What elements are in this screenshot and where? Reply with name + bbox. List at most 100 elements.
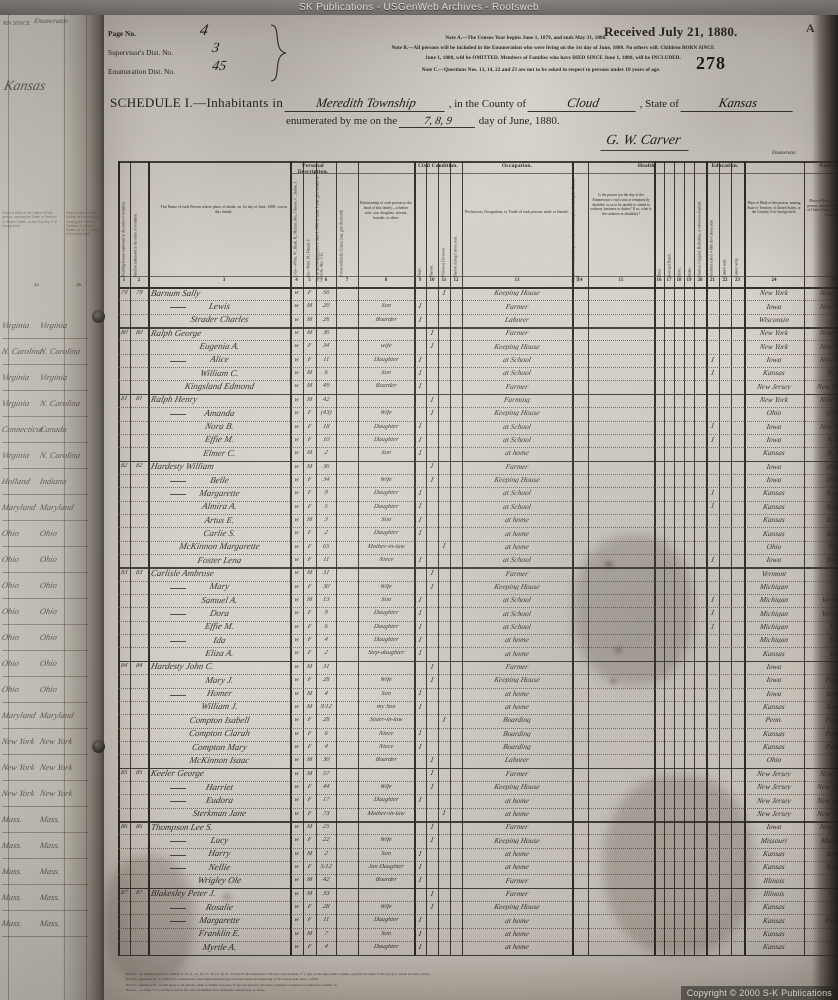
- column-number: 16: [656, 277, 662, 283]
- scan-right-gutter: [812, 15, 838, 1000]
- civil-condition-tick: 1: [429, 327, 435, 337]
- table-cell: Michigan: [758, 582, 790, 591]
- table-cell: Kansas: [762, 502, 786, 511]
- table-cell: Daughter: [373, 356, 400, 363]
- column-caption: The Name of each Person whose place of a…: [160, 205, 288, 215]
- civil-condition-tick: 1: [417, 648, 423, 658]
- bleed-entry-father-birthplace: Maryland: [0, 502, 37, 512]
- table-cell: Farmer: [504, 876, 530, 884]
- ditto-dash: [170, 868, 186, 870]
- table-cell: New Jersey: [756, 783, 792, 791]
- civil-condition-tick: 1: [441, 715, 447, 724]
- civil-condition-tick: 1: [417, 621, 423, 631]
- bleed-entry-mother-birthplace: Ohio: [38, 580, 59, 590]
- column-caption: Is the person (on the day of the Enumera…: [590, 193, 652, 217]
- civil-condition-tick: 1: [417, 688, 423, 698]
- civil-condition-tick: 1: [417, 381, 423, 391]
- table-cell: 10: [322, 436, 331, 443]
- table-cell: Wife: [379, 476, 393, 483]
- column-caption-vertical: Maimed, Crippled, Bedridden, or otherwis…: [697, 200, 702, 278]
- bleed-entry-mother-birthplace: N. Carolina: [38, 450, 82, 460]
- bleed-entry-mother-birthplace: N. Carolina: [38, 346, 82, 356]
- table-cell: Iowa: [765, 462, 783, 471]
- column-number: 17: [666, 277, 672, 283]
- civil-condition-tick: 1: [417, 501, 423, 511]
- table-cell: at home: [504, 516, 530, 524]
- civil-condition-tick: 1: [441, 541, 447, 551]
- civil-condition-tick: 1: [417, 941, 423, 951]
- civil-condition-tick: 1: [429, 781, 435, 791]
- table-cell: at School: [502, 502, 532, 511]
- table-cell: Farmer: [504, 769, 530, 778]
- bleed-entry-father-birthplace: New York: [0, 736, 36, 746]
- column-number: 4: [295, 277, 298, 283]
- civil-condition-tick: 1: [417, 634, 423, 644]
- bleed-entry-mother-birthplace: Mass.: [38, 892, 62, 902]
- bleed-entry-father-birthplace: Connecticut: [0, 424, 45, 434]
- person-name: Effie M.: [204, 622, 236, 632]
- civil-condition-tick: 1: [429, 474, 435, 484]
- table-cell: 57: [322, 770, 331, 777]
- civil-condition-tick: 1: [429, 901, 435, 911]
- bleed-entry-mother-birthplace: New York: [38, 788, 74, 798]
- column-number: 13: [514, 277, 520, 283]
- table-cell: 6: [323, 370, 329, 377]
- bleed-entry-father-birthplace: Ohio: [0, 658, 21, 668]
- table-cell: Iowa: [765, 422, 783, 431]
- ditto-dash: [170, 908, 186, 910]
- bleed-entry-father-birthplace: New York: [0, 762, 36, 772]
- table-cell: Boarding: [502, 716, 532, 724]
- table-cell: Niece: [378, 730, 395, 737]
- table-cell: Wisconsin: [758, 315, 790, 324]
- table-cell: 22: [322, 837, 331, 844]
- column-group-heading: Occupation.: [501, 163, 533, 169]
- table-cell: Daughter: [373, 637, 400, 644]
- bleed-col26-num: 26: [76, 283, 81, 288]
- table-cell: Kansas: [762, 529, 786, 537]
- bleed-entry-father-birthplace: N. Carolina: [0, 346, 44, 356]
- bleed-entry-mother-birthplace: Indiana: [38, 476, 68, 486]
- table-cell: Boarder: [374, 316, 398, 323]
- column-caption-vertical: Blind.: [657, 268, 662, 278]
- table-cell: Keeping House: [493, 903, 541, 911]
- table-cell: Niece: [378, 557, 395, 563]
- table-cell: Michigan: [758, 609, 790, 617]
- table-cell: my Son: [376, 703, 397, 710]
- bleed-entry-father-birthplace: Ohio: [0, 580, 21, 590]
- person-name: McKinnon Isaac: [188, 755, 251, 765]
- table-cell: 7: [323, 930, 329, 937]
- table-cell: Iowa: [765, 663, 783, 671]
- column-number: 15: [618, 277, 624, 283]
- bleed-entry-mother-birthplace: Ohio: [38, 632, 59, 642]
- table-cell: Mother-in-law: [366, 810, 406, 817]
- bleed-entry-mother-birthplace: Canada: [38, 424, 68, 434]
- table-cell: Son: [380, 516, 392, 523]
- table-cell: 31: [322, 570, 331, 577]
- bleed-entry-mother-birthplace: Ohio: [38, 606, 59, 616]
- table-cell: Farmer: [504, 382, 530, 391]
- column-caption-vertical: Color—White, W.; Black, B.; Mulatto, Mu.…: [293, 181, 298, 278]
- column-number: 2: [137, 277, 141, 283]
- table-cell: (43): [320, 410, 333, 417]
- table-cell: Son: [380, 850, 392, 857]
- table-cell: at School: [502, 556, 532, 564]
- table-cell: 56: [322, 290, 331, 296]
- table-cell: Step-daughter: [367, 650, 405, 657]
- ditto-dash: [170, 480, 186, 482]
- bleed-entry-mother-birthplace: New York: [38, 736, 74, 746]
- table-cell: Kansas: [762, 729, 786, 738]
- table-cell: Farmer: [504, 302, 530, 310]
- bleed-entry-father-birthplace: Virginia: [0, 372, 31, 382]
- civil-condition-tick: 1: [417, 434, 423, 444]
- table-cell: Keeping House: [493, 676, 541, 684]
- civil-condition-tick: 1: [417, 861, 423, 871]
- table-cell: 85: [135, 770, 144, 777]
- table-cell: Kansas: [762, 849, 786, 858]
- table-cell: 83: [135, 569, 144, 576]
- table-cell: Illinois: [762, 876, 786, 884]
- table-cell: Missouri: [760, 836, 789, 844]
- table-cell: Wife: [379, 583, 393, 590]
- table-cell: Iowa: [765, 302, 783, 310]
- column-caption-vertical: Number of months this person has been un…: [571, 179, 580, 282]
